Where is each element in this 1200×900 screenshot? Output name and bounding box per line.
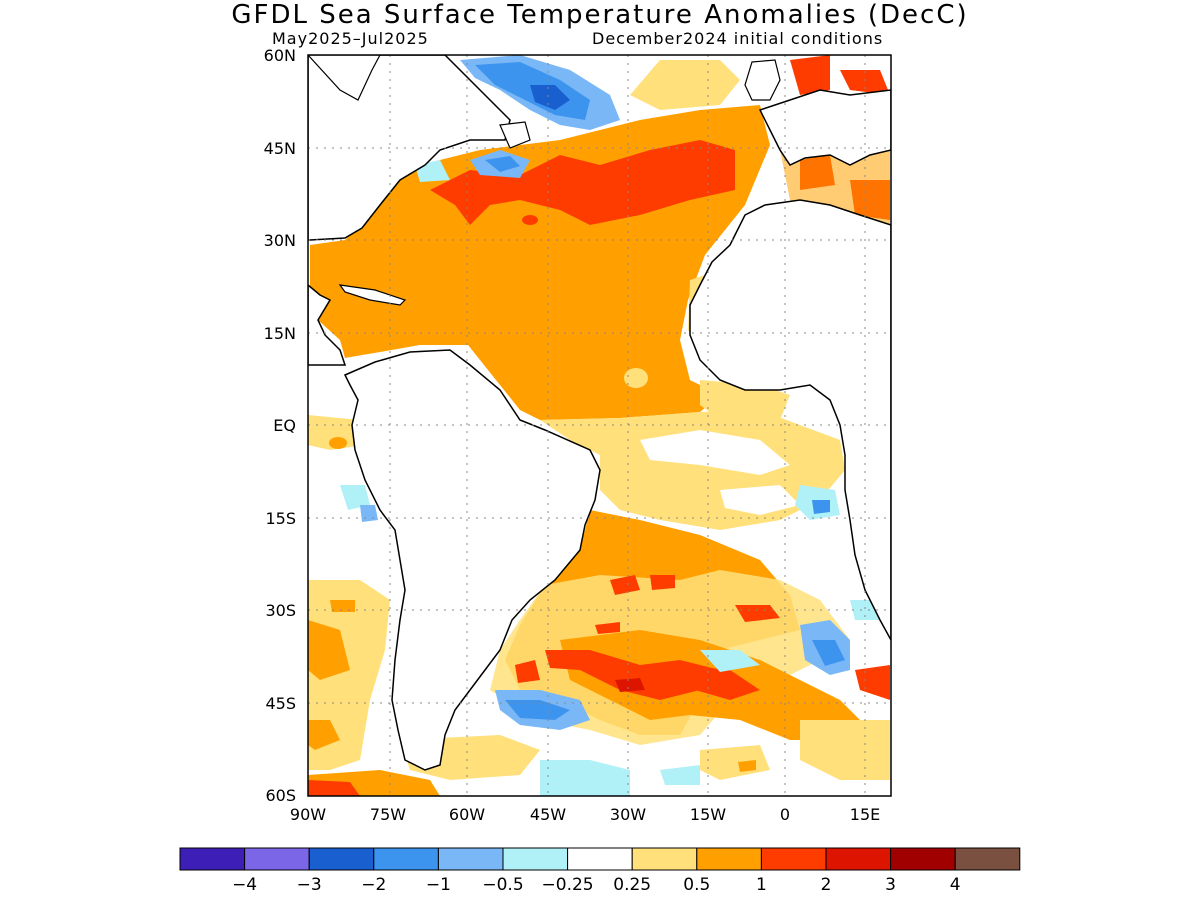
colorbar-swatch xyxy=(244,847,310,871)
lat-label: 45S xyxy=(265,694,296,713)
anomaly-field xyxy=(308,55,891,796)
lon-label: 30W xyxy=(610,805,646,824)
colorbar-swatch xyxy=(696,847,762,871)
colorbar-label: 3 xyxy=(885,875,896,895)
lon-label: 0 xyxy=(780,805,790,824)
colorbar-swatch xyxy=(308,847,375,871)
lon-label: 45W xyxy=(530,805,566,824)
period-subtitle: May2025–Jul2025 xyxy=(272,29,429,48)
colorbar-swatch xyxy=(890,847,956,871)
lat-label: 15S xyxy=(265,509,296,528)
colorbar-label: 0.5 xyxy=(683,875,710,895)
colorbar-label: 2 xyxy=(821,875,832,895)
lon-label: 90W xyxy=(290,805,326,824)
colorbar: −4 −3 −2 −1 −0.5 −0.25 0.25 0.5 1 2 3 4 xyxy=(179,847,1021,895)
lat-label: 60S xyxy=(265,786,296,805)
colorbar-swatch xyxy=(631,847,698,871)
init-subtitle: December2024 initial conditions xyxy=(592,29,884,48)
colorbar-label: −1 xyxy=(426,875,451,895)
colorbar-swatch xyxy=(437,847,504,871)
colorbar-swatch xyxy=(760,847,827,871)
lat-label: 45N xyxy=(264,139,296,158)
colorbar-label: −2 xyxy=(361,875,386,895)
colorbar-label: −0.5 xyxy=(482,875,523,895)
chart-title: GFDL Sea Surface Temperature Anomalies (… xyxy=(231,0,969,30)
lat-label: EQ xyxy=(273,416,296,435)
lon-label: 60W xyxy=(449,805,485,824)
lat-label: 30S xyxy=(265,601,296,620)
lat-axis: 60N 45N 30N 15N EQ 15S 30S 45S 60S xyxy=(264,46,296,805)
colorbar-label: 0.25 xyxy=(613,875,651,895)
land-north-america xyxy=(308,55,511,241)
colorbar-label: 4 xyxy=(950,875,961,895)
lon-label: 15E xyxy=(850,805,880,824)
lat-label: 30N xyxy=(264,231,296,250)
lon-axis: 90W 75W 60W 45W 30W 15W 0 15E xyxy=(290,805,880,824)
colorbar-swatch xyxy=(567,847,633,871)
land-europe xyxy=(758,89,891,166)
colorbar-swatch xyxy=(825,847,892,871)
lat-label: 15N xyxy=(264,324,296,343)
land-south-america xyxy=(343,349,601,771)
colorbar-label: −3 xyxy=(297,875,322,895)
colorbar-label: 1 xyxy=(756,875,767,895)
colorbar-label: −4 xyxy=(232,875,257,895)
colorbar-label: −0.25 xyxy=(542,875,594,895)
map-frame xyxy=(307,54,892,797)
colorbar-swatch xyxy=(373,847,439,871)
anomaly-region-gulf-stream-red xyxy=(430,140,735,225)
colorbar-swatch xyxy=(502,847,569,871)
colorbar-swatch xyxy=(179,847,246,871)
lon-label: 15W xyxy=(690,805,726,824)
landmasses xyxy=(308,55,891,771)
lat-label: 60N xyxy=(264,46,296,65)
land-africa xyxy=(689,199,891,641)
gridlines xyxy=(308,55,891,796)
lon-label: 75W xyxy=(370,805,406,824)
colorbar-swatch xyxy=(954,847,1021,871)
